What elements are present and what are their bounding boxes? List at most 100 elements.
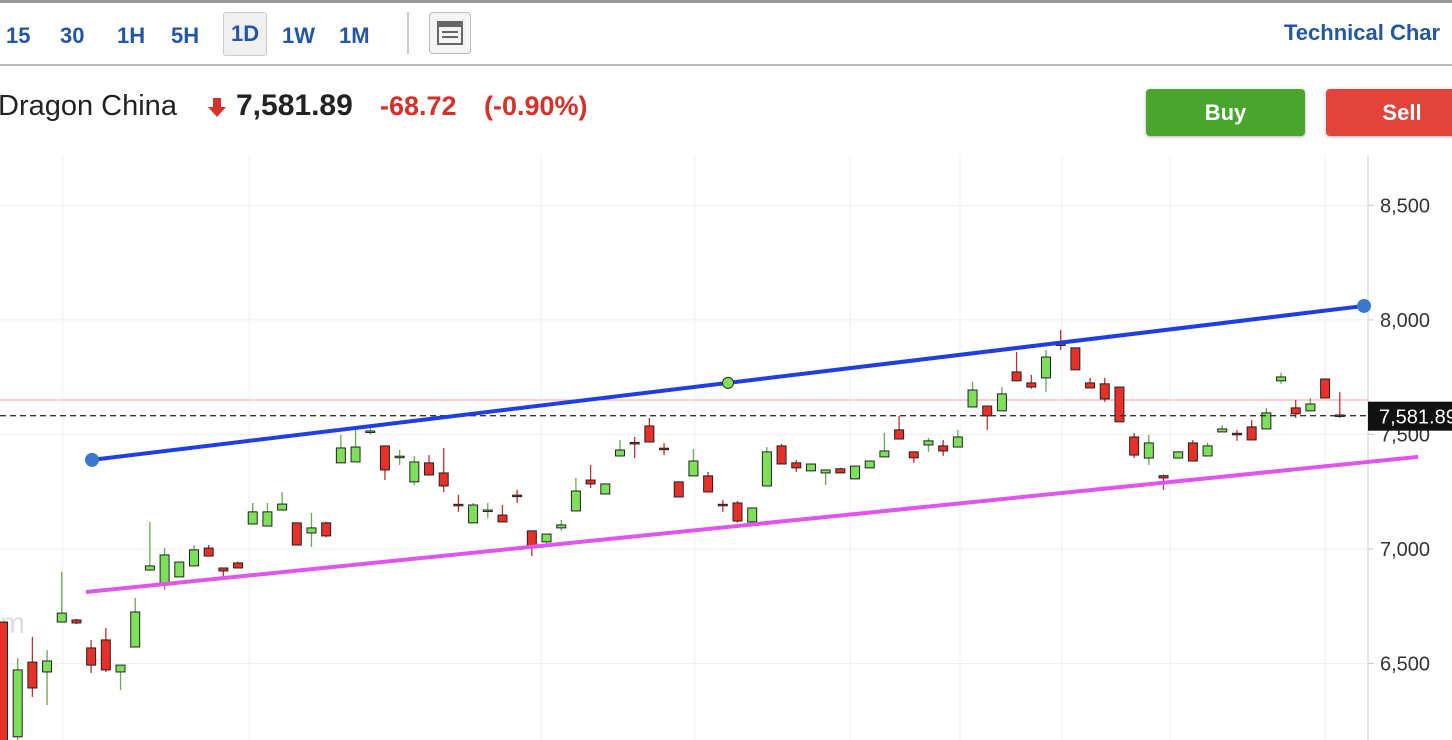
layout-button[interactable] [429, 12, 471, 54]
candle-body [1173, 451, 1184, 459]
y-tick-label: 7,000 [1380, 539, 1430, 561]
candle-body [409, 461, 420, 483]
candle-body [629, 441, 640, 445]
candle-body [379, 445, 390, 471]
candle-body [468, 504, 479, 524]
top-border [0, 0, 1452, 3]
candle-body [820, 469, 831, 474]
y-tick-label: 6,500 [1380, 653, 1430, 675]
candle-body [659, 447, 670, 451]
candle-body [71, 619, 82, 624]
candle-body [938, 445, 949, 452]
candle-body [600, 483, 611, 495]
candle-body [541, 533, 552, 543]
timeframe-button[interactable]: 1W [282, 23, 315, 48]
candle-body [233, 562, 244, 569]
candle-body [850, 465, 861, 480]
timeframe-button[interactable]: 5H [171, 23, 200, 48]
candle-body [717, 503, 728, 507]
timeframe-button[interactable]: 1H [117, 23, 146, 48]
candle-body [1261, 412, 1272, 430]
candle-body [12, 669, 23, 738]
candle-body [1202, 445, 1213, 457]
price: 7,581.89 [236, 89, 353, 122]
candle-body [585, 479, 596, 485]
candle-body [526, 530, 537, 547]
candle-body [306, 527, 317, 534]
candle-body [0, 621, 8, 740]
timeframe-button[interactable]: 30 [60, 23, 85, 48]
candle-body [497, 514, 508, 523]
timeframe-button[interactable]: 15 [6, 23, 31, 48]
buy-button[interactable]: Buy [1146, 89, 1305, 136]
candle-body [100, 639, 111, 671]
candle-body [130, 611, 141, 648]
candle-body [27, 661, 38, 689]
change-percent: (-0.90%) [484, 91, 588, 121]
candle-body [291, 522, 302, 546]
candle-body [159, 554, 170, 585]
down-arrow [208, 98, 226, 117]
candle-body [923, 440, 934, 446]
candle-body [791, 462, 802, 469]
candle-body [56, 612, 67, 623]
last-price-tag-box [1368, 401, 1452, 431]
candle-body [188, 549, 199, 567]
candle-body [1276, 376, 1287, 382]
candle-body [1305, 403, 1316, 412]
candle-body [438, 472, 449, 487]
trendline [85, 454, 1419, 595]
candle-body [174, 561, 185, 578]
candle-body [1129, 436, 1140, 456]
candle-body [879, 450, 890, 458]
candle-body [761, 451, 772, 487]
technical-chart-link[interactable]: Technical Char [1284, 20, 1441, 45]
candle-body [350, 446, 361, 463]
candle-body [952, 436, 963, 448]
trendline-handle [1357, 298, 1371, 313]
candle-body [703, 475, 714, 493]
candle-body [115, 664, 126, 673]
timeframe-button[interactable]: 1D [223, 12, 268, 56]
candle-body [424, 462, 435, 476]
last-price-tag-label: 7,581.89 [1379, 407, 1452, 429]
toolbar: 15 30 1H 5H 1D 1W 1M [0, 3, 1452, 66]
candle-body [982, 405, 993, 417]
candle-body [732, 502, 743, 522]
candle-body [908, 451, 919, 459]
candle-body [1114, 386, 1125, 423]
candle-body [335, 447, 346, 464]
candle-body [144, 565, 155, 571]
candle-body [203, 547, 214, 557]
candle-body [1040, 356, 1051, 379]
candle-body [482, 509, 493, 513]
candle-body [1070, 347, 1081, 371]
candle-body [321, 522, 332, 537]
y-tick-label: 8,000 [1380, 310, 1430, 332]
y-tick-label: 8,500 [1380, 195, 1430, 217]
candle-body [1011, 371, 1022, 382]
trendline-midpoint [722, 376, 734, 389]
candle-body [1187, 442, 1198, 462]
instrument-name: Dragon China [0, 90, 177, 122]
candle-body [747, 507, 758, 523]
candle-body [776, 445, 787, 465]
sell-button[interactable]: Sell [1326, 89, 1452, 136]
candle-body [556, 524, 567, 529]
timeframe-button[interactable]: 1M [339, 23, 370, 48]
candle-body [365, 430, 376, 434]
candle-body [262, 511, 273, 527]
candle-body [864, 460, 875, 469]
candle-body [42, 660, 53, 673]
plot-area: m [0, 155, 1368, 740]
candle-body [996, 393, 1007, 412]
candle-body [967, 389, 978, 408]
change: -68.72 [380, 91, 457, 121]
candle-body [1099, 383, 1110, 400]
candle-body [570, 490, 581, 512]
candle-body [1026, 382, 1037, 388]
candle-body [1246, 426, 1257, 441]
candle-body [1158, 475, 1169, 479]
